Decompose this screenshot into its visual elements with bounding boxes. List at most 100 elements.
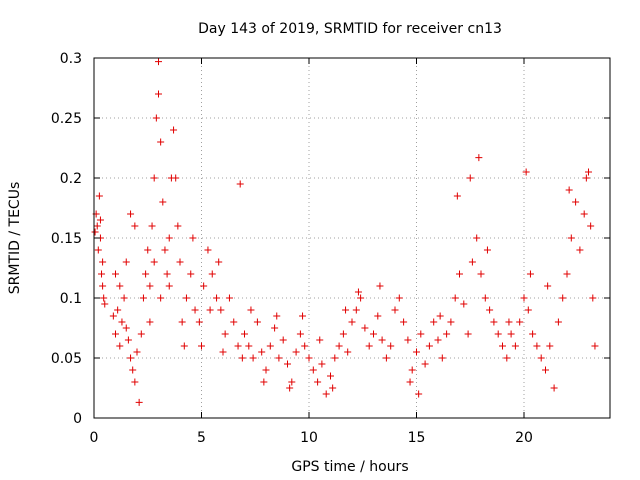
data-point [155, 58, 162, 66]
data-point [219, 348, 227, 356]
data-point [279, 336, 287, 344]
data-point [150, 258, 158, 266]
data-point [318, 360, 326, 368]
data-point [273, 312, 281, 320]
data-point [443, 330, 451, 338]
data-point [148, 222, 156, 230]
data-point [157, 138, 165, 146]
data-points [91, 58, 599, 406]
data-point [170, 126, 178, 134]
data-point [370, 330, 377, 338]
data-point [241, 330, 248, 338]
data-point [559, 294, 567, 302]
data-point [434, 336, 442, 344]
x-tick-label: 0 [90, 430, 99, 446]
data-point [131, 222, 139, 230]
data-point [499, 342, 506, 350]
data-point [591, 342, 599, 350]
axis-ticks [93, 57, 610, 419]
data-point [284, 360, 291, 368]
data-point [200, 282, 208, 290]
data-point [374, 312, 382, 320]
data-point [292, 348, 300, 356]
y-tick-label: 0 [73, 411, 82, 427]
data-point [335, 342, 343, 350]
data-point [436, 312, 444, 320]
data-point [99, 258, 107, 266]
data-point [161, 246, 169, 254]
data-point [456, 270, 463, 278]
data-point [587, 222, 595, 230]
data-point [376, 282, 384, 290]
data-point [473, 234, 481, 242]
data-point [475, 154, 483, 162]
data-point [507, 330, 515, 338]
y-tick-label: 0.25 [51, 111, 82, 127]
data-point [378, 336, 386, 344]
data-point [520, 294, 528, 302]
data-point [238, 354, 246, 362]
data-point [505, 318, 513, 326]
data-point [576, 246, 584, 254]
data-point [135, 398, 143, 406]
data-point [415, 390, 423, 398]
axis-tick-labels: 0 5 10 15 20 0 0.05 0.1 0.15 0.2 0.25 0.3 [51, 51, 533, 446]
x-axis-label: GPS time / hours [291, 459, 408, 475]
data-point [116, 282, 124, 290]
data-point [116, 342, 124, 350]
x-tick-label: 20 [515, 430, 533, 446]
data-point [112, 270, 119, 278]
data-point [425, 342, 433, 350]
data-point [172, 174, 180, 182]
x-tick-label: 10 [300, 430, 318, 446]
data-point [176, 258, 184, 266]
data-point [524, 306, 532, 314]
data-point [271, 324, 279, 332]
data-point [133, 348, 141, 356]
data-point [466, 174, 474, 182]
data-point [544, 282, 552, 290]
data-point [339, 330, 347, 338]
data-point [206, 306, 214, 314]
data-point [122, 258, 130, 266]
data-point [550, 384, 558, 392]
data-point [400, 318, 408, 326]
y-tick-label: 0.3 [60, 51, 82, 67]
data-point [554, 318, 562, 326]
data-point [217, 306, 225, 314]
data-point [468, 258, 476, 266]
data-point [296, 330, 304, 338]
data-point [124, 336, 132, 344]
data-point [204, 246, 212, 254]
x-tick-label: 5 [197, 430, 206, 446]
data-point [96, 216, 104, 224]
data-point [247, 306, 255, 314]
data-point [266, 342, 274, 350]
data-point [165, 282, 173, 290]
data-point [526, 270, 534, 278]
data-point [357, 294, 365, 302]
data-point [288, 378, 296, 386]
data-point [230, 318, 238, 326]
data-point [94, 246, 102, 254]
data-point [152, 114, 160, 122]
data-point [99, 282, 107, 290]
y-tick-label: 0.1 [60, 291, 82, 307]
data-point [421, 360, 429, 368]
data-point [95, 192, 103, 200]
data-point [314, 378, 322, 386]
data-point [253, 318, 261, 326]
data-point [391, 306, 399, 314]
data-point [483, 246, 491, 254]
data-point [275, 354, 283, 362]
data-point [155, 90, 162, 98]
data-point [486, 306, 494, 314]
data-point [191, 306, 199, 314]
data-point [348, 318, 356, 326]
data-point [144, 246, 152, 254]
data-point [98, 270, 106, 278]
data-point [451, 294, 459, 302]
data-point [305, 354, 313, 362]
data-point [187, 270, 195, 278]
data-point [406, 378, 414, 386]
